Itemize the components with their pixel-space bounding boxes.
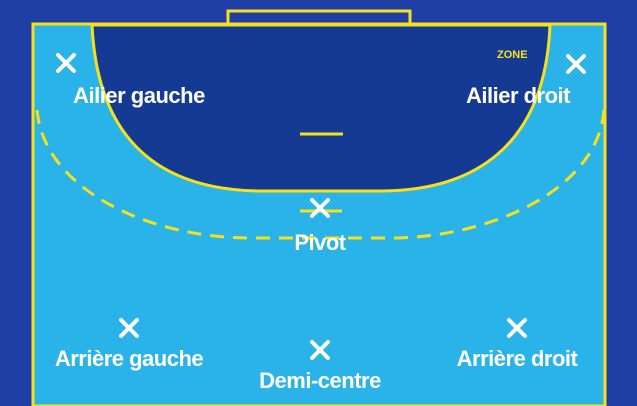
label-pivot: Pivot bbox=[294, 230, 346, 255]
goal-area bbox=[90, 23, 552, 193]
free-throw-line bbox=[35, 109, 606, 240]
label-ailier-droit: Ailier droit bbox=[466, 83, 571, 108]
x-mark-icon bbox=[119, 318, 139, 338]
zone-label: ZONE bbox=[497, 49, 528, 61]
x-mark-icon bbox=[566, 54, 586, 74]
x-mark-icon bbox=[310, 198, 330, 218]
label-arriere-droit: Arrière droit bbox=[457, 346, 579, 371]
x-mark-icon bbox=[56, 53, 76, 73]
label-ailier-gauche: Ailier gauche bbox=[73, 83, 205, 108]
x-mark-icon bbox=[507, 318, 527, 338]
x-mark-icon bbox=[310, 340, 330, 360]
label-demi-centre: Demi-centre bbox=[259, 368, 381, 393]
label-arriere-gauche: Arrière gauche bbox=[55, 346, 204, 371]
player-markers bbox=[56, 53, 586, 360]
